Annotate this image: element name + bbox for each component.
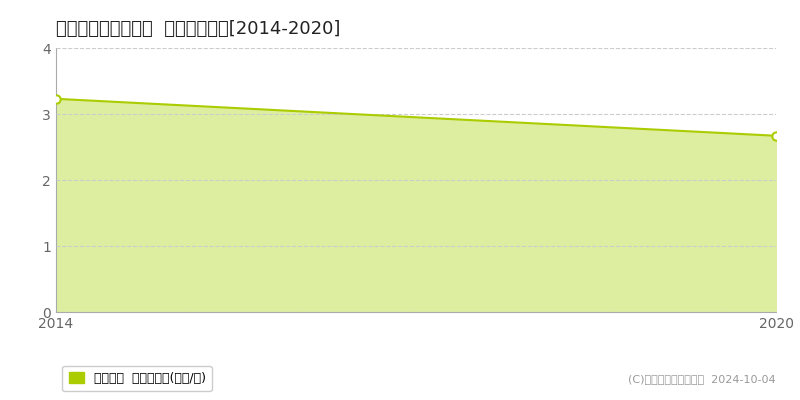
Text: 長岡郡大豊町東土居  土地価格推移[2014-2020]: 長岡郡大豊町東土居 土地価格推移[2014-2020] [56, 20, 340, 38]
Legend: 土地価格  平均坪単価(万円/坪): 土地価格 平均坪単価(万円/坪) [62, 366, 212, 391]
Text: (C)土地価格ドットコム  2024-10-04: (C)土地価格ドットコム 2024-10-04 [628, 374, 776, 384]
